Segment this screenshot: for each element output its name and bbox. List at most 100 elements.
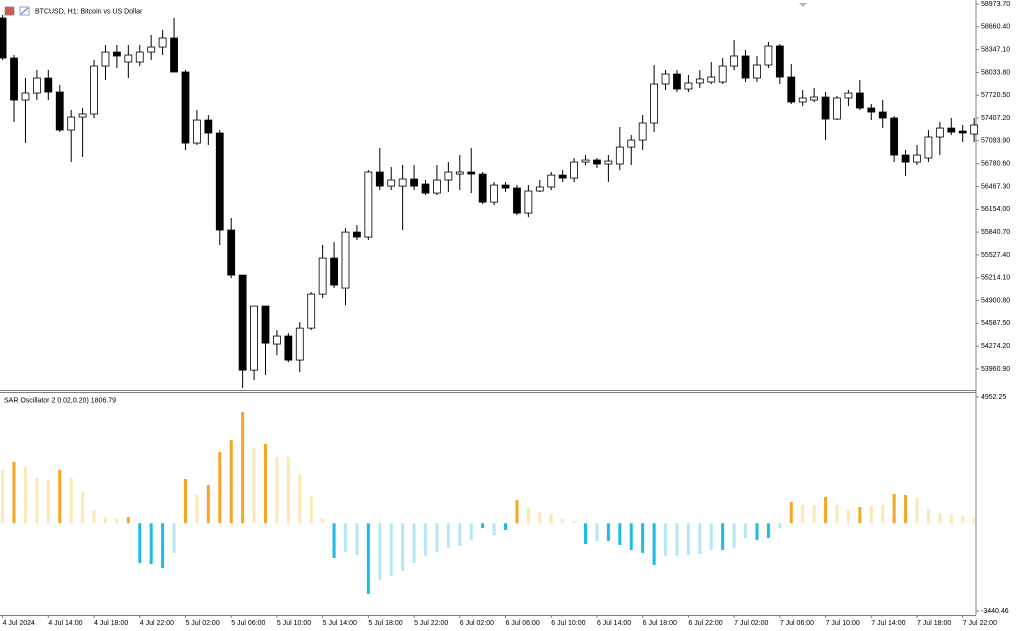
oscillator-bar — [778, 523, 782, 528]
indicator-title: SAR Oscillator 2 0.02,0.20) 1806.79 — [4, 397, 116, 404]
oscillator-bar — [161, 523, 165, 568]
oscillator-bar — [789, 501, 793, 524]
oscillator-bar — [652, 523, 656, 565]
candle-body — [261, 305, 270, 344]
oscillator-bar — [424, 523, 428, 556]
x-tick-label: 4 Jul 18:00 — [94, 620, 128, 627]
candle-body — [718, 65, 727, 83]
oscillator-bar — [309, 495, 313, 524]
candle-body — [32, 77, 41, 94]
y-tick-label: 57720.50 — [981, 92, 1010, 99]
x-tick-label: 7 Jul 02:00 — [734, 620, 768, 627]
oscillator-bar — [378, 523, 382, 580]
oscillator-bar — [344, 523, 347, 552]
x-tick-label: 5 Jul 02:00 — [185, 620, 219, 627]
y-tick-label: 55840.70 — [981, 229, 1010, 236]
candle-body — [627, 139, 636, 148]
oscillator-bar — [389, 523, 393, 576]
y-tick-label: -3440.46 — [981, 608, 1009, 615]
candle-body — [798, 97, 807, 103]
oscillator-bar — [23, 467, 27, 524]
candle-body — [821, 96, 830, 120]
oscillator-bar — [972, 517, 976, 524]
candle-body — [501, 184, 510, 189]
oscillator-bar — [275, 457, 279, 524]
x-tick-label: 4 Jul 2024 — [3, 620, 35, 627]
oscillator-bar — [252, 448, 256, 524]
x-tick-label: 6 Jul 18:00 — [643, 620, 677, 627]
candle-body — [478, 173, 487, 203]
oscillator-bar — [801, 504, 805, 524]
x-tick-label: 5 Jul 14:00 — [323, 620, 357, 627]
x-tick-label: 7 Jul 06:00 — [780, 620, 814, 627]
candle-body — [581, 159, 590, 163]
candle-body — [364, 171, 373, 238]
y-tick-label: 58660.40 — [981, 24, 1010, 31]
x-tick-label: 5 Jul 06:00 — [231, 620, 265, 627]
candle-body — [558, 174, 567, 179]
candle-body — [490, 184, 498, 203]
symbol-icon — [4, 6, 30, 16]
oscillator-bar — [698, 523, 702, 554]
candle-body — [10, 57, 18, 101]
oscillator-bar — [115, 518, 119, 524]
oscillator-bar — [492, 523, 496, 535]
chart-title: BTCUSD, H1: Bitcoin vs US Dollar — [35, 8, 143, 15]
x-tick-label: 4 Jul 14:00 — [48, 620, 82, 627]
oscillator-bar — [641, 523, 645, 553]
y-tick-label: 56154.00 — [981, 206, 1010, 213]
candle-body — [707, 76, 716, 83]
oscillator-bar — [755, 523, 759, 540]
candle-body — [250, 305, 258, 371]
y-tick-label: 54900.80 — [981, 297, 1010, 304]
oscillator-bar — [572, 520, 576, 524]
oscillator-bar — [1, 470, 5, 524]
oscillator-bar — [561, 518, 565, 524]
x-tick-label: 5 Jul 18:00 — [368, 620, 402, 627]
oscillator-bar — [881, 504, 885, 524]
candle-body — [341, 231, 350, 289]
candle-body — [673, 73, 681, 90]
oscillator-bar — [35, 477, 39, 524]
oscillator-bar — [172, 523, 176, 553]
oscillator-bar — [286, 457, 290, 524]
oscillator-bar — [732, 523, 736, 548]
candle-body — [78, 113, 87, 118]
candle-body — [513, 187, 521, 214]
candle-body — [810, 96, 819, 101]
candle-body — [113, 51, 121, 57]
candle-body — [181, 71, 190, 144]
candle-body — [935, 127, 944, 138]
oscillator-bar — [229, 440, 233, 524]
candle-body — [421, 183, 430, 194]
candle-body — [0, 17, 7, 59]
y-tick-label: 56780.60 — [981, 161, 1010, 168]
candle-body — [741, 55, 750, 79]
candle-body — [638, 122, 647, 141]
x-tick-label: 7 Jul 22:00 — [963, 620, 997, 627]
candle-body — [444, 171, 453, 181]
oscillator-bar — [206, 485, 210, 524]
candle-body — [764, 45, 773, 66]
oscillator-bar — [355, 523, 359, 555]
candle-body — [124, 54, 133, 63]
candle-body — [878, 111, 887, 119]
x-tick-label: 6 Jul 02:00 — [460, 620, 494, 627]
candle-body — [204, 119, 213, 134]
candle-body — [947, 127, 956, 133]
oscillator-bar — [846, 509, 850, 524]
x-tick-label: 7 Jul 18:00 — [917, 620, 951, 627]
candle-body — [284, 335, 293, 361]
oscillator-bar — [458, 523, 462, 546]
candle-body — [135, 51, 144, 63]
y-tick-label: 57407.20 — [981, 115, 1010, 122]
candle-body — [215, 132, 224, 231]
candle-body — [55, 91, 64, 131]
candle-body — [924, 136, 933, 159]
candle-body — [913, 154, 921, 163]
oscillator-bar — [195, 494, 199, 524]
oscillator-bar — [926, 508, 930, 524]
oscillator-bar — [949, 514, 953, 524]
candle-body — [455, 171, 464, 175]
